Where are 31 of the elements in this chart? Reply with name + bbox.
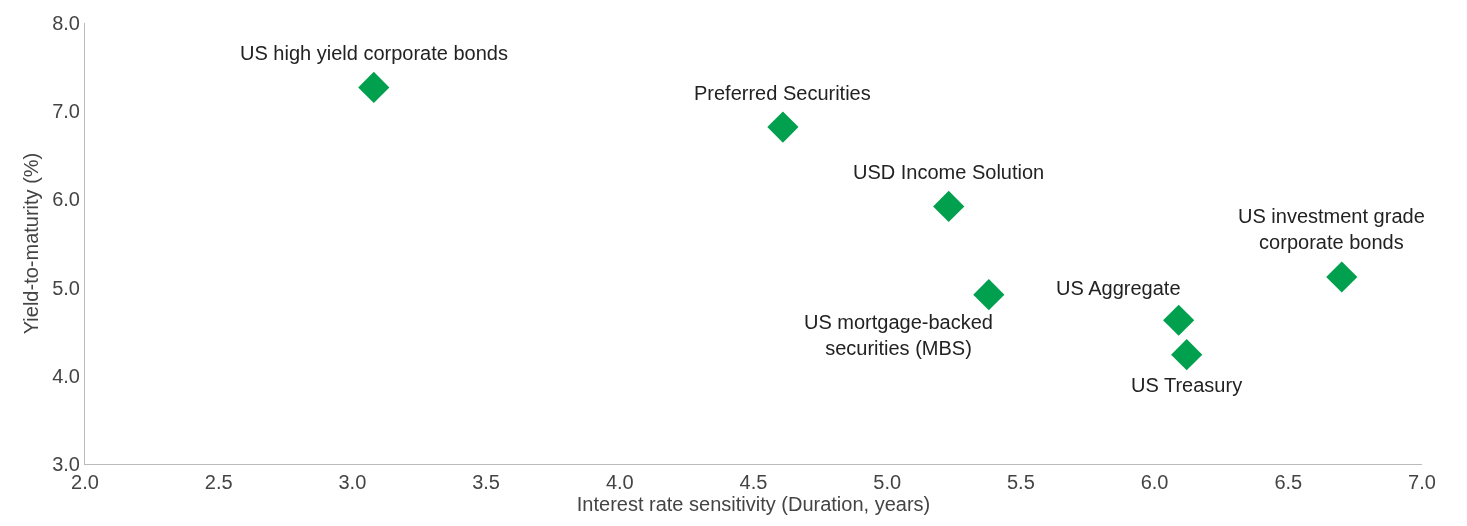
- point: [358, 71, 390, 103]
- annotation: US Aggregate: [1056, 277, 1181, 299]
- point: [767, 111, 799, 143]
- x-axis-title: Interest rate sensitivity (Duration, years): [576, 493, 931, 515]
- y-axis-title: Yield-to-maturity (%): [19, 152, 42, 335]
- point: [973, 279, 1005, 311]
- x-tick-label: 3.5: [472, 471, 501, 493]
- y-tick-label: 8.0: [52, 12, 80, 34]
- annotation: Preferred Securities: [694, 82, 871, 104]
- y-tick-label: 7.0: [52, 100, 80, 123]
- x-tick-label: 5.5: [1006, 471, 1035, 493]
- point: [1326, 261, 1358, 293]
- annotation: US mortgage-backed securities (MBS): [804, 311, 993, 359]
- x-tick-label: 6.0: [1140, 471, 1169, 493]
- x-tick-label: 6.5: [1274, 471, 1303, 493]
- x-tick-label: 7.0: [1408, 471, 1436, 493]
- x-tick-label: 4.5: [739, 471, 768, 493]
- x-tick-label: 4.0: [605, 471, 634, 493]
- point: [1163, 304, 1195, 336]
- annotation: US high yield corporate bonds: [240, 42, 508, 64]
- annotation: USD Income Solution: [853, 161, 1045, 183]
- x-tick-label: 3.0: [338, 471, 367, 493]
- point: [933, 190, 965, 223]
- point: [1171, 339, 1203, 371]
- y-tick-label: 4.0: [52, 364, 80, 387]
- annotation: US Treasury: [1131, 374, 1243, 396]
- annotation: US investment grade corporate bonds: [1238, 205, 1425, 253]
- y-tick-label: 6.0: [52, 188, 80, 211]
- x-tick-label: 5.0: [873, 471, 902, 493]
- y-tick-label: 5.0: [52, 276, 80, 299]
- x-tick-label: 2.5: [204, 471, 233, 493]
